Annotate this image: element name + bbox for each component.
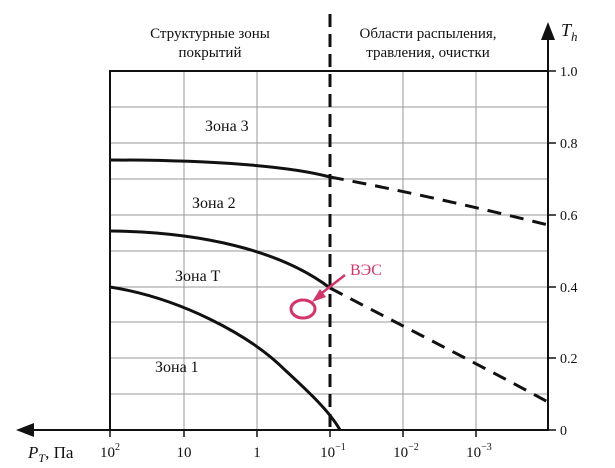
header-right-line2: травления, очистки xyxy=(366,45,490,61)
zone-t-label: Зона T xyxy=(175,268,221,285)
zone-2-label: Зона 2 xyxy=(192,195,236,212)
y-tick-label: 0.4 xyxy=(560,281,578,296)
boundary-zone2-zonet xyxy=(109,229,331,290)
x-tick-label: 102 xyxy=(100,442,120,461)
x-tick-label: 1 xyxy=(253,445,261,461)
zone-3-label: Зона 3 xyxy=(205,118,249,135)
header-left-line1: Структурные зоны xyxy=(150,26,270,42)
x-axis-label: PT, Па xyxy=(27,443,74,465)
zone-1-label: Зона 1 xyxy=(155,359,199,376)
ves-marker-ellipse xyxy=(289,298,317,320)
y-tick-label: 0.6 xyxy=(560,209,578,224)
x-tick-label: 10−2 xyxy=(393,442,419,461)
boundary-zonet-zone1 xyxy=(109,285,342,431)
boundary-zone3-zone2-dashed xyxy=(329,175,549,227)
ves-arrow-head-icon xyxy=(312,289,326,302)
boundary-zone3-zone2 xyxy=(109,158,331,179)
x-tick-label: 10 xyxy=(177,445,192,461)
x-tick-label: 10−3 xyxy=(466,442,492,461)
y-tick-label: 1.0 xyxy=(560,65,578,80)
y-axis-label: Th xyxy=(561,20,578,44)
header-right-line1: Области распыления, xyxy=(360,26,497,42)
y-tick-label: 0.2 xyxy=(560,352,578,367)
header-left-line2: покрытий xyxy=(178,45,241,61)
y-axis-arrow-icon xyxy=(541,22,555,40)
x-axis-arrow-icon xyxy=(16,423,34,437)
x-tick-label: 10−1 xyxy=(320,442,346,461)
boundary-zone2-zonet-dashed xyxy=(329,286,549,404)
x-tick-marks xyxy=(109,430,477,437)
zone-boundaries xyxy=(109,158,549,431)
y-tick-label: 0.8 xyxy=(560,137,578,152)
ves-label: ВЭС xyxy=(350,262,382,279)
y-tick-marks xyxy=(548,70,556,431)
y-tick-label: 0 xyxy=(560,424,567,439)
